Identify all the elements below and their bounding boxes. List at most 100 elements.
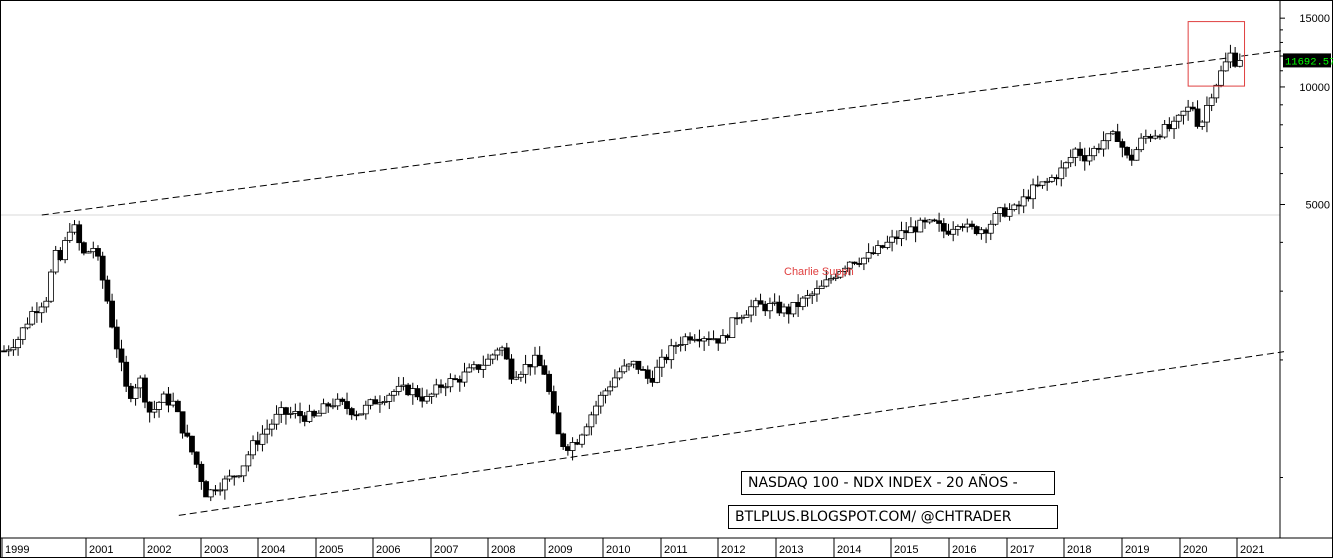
candle-up (1208, 97, 1215, 106)
candle-down (649, 377, 656, 383)
x-tick-label: 2018 (1067, 544, 1091, 556)
candle-up (292, 410, 299, 414)
candle-down (1166, 124, 1173, 130)
candle-up (743, 314, 750, 318)
candle-up (828, 278, 834, 281)
candle-up (424, 396, 430, 402)
candle-up (137, 377, 144, 389)
candle-up (832, 276, 839, 279)
candle-up (151, 409, 158, 413)
candle-up (804, 295, 811, 299)
candle-down (856, 263, 863, 265)
candle-down (325, 403, 332, 407)
candle-down (973, 226, 980, 235)
chart-title: NASDAQ 100 - NDX INDEX - 20 AÑOS - (748, 475, 1018, 491)
candle-up (52, 250, 59, 273)
candle-down (283, 407, 289, 415)
candle-down (945, 230, 952, 235)
candle-down (405, 384, 412, 396)
candle-down (146, 401, 153, 413)
x-tick-label: 2001 (89, 544, 113, 556)
candle-up (409, 388, 416, 396)
candle-up (259, 433, 266, 445)
candle-up (1236, 60, 1243, 67)
candle-up (221, 478, 228, 491)
candle-up (362, 404, 369, 415)
candle-down (663, 356, 670, 361)
candle-down (1016, 204, 1022, 207)
candle-up (616, 371, 623, 379)
candle-down (1001, 207, 1008, 217)
candle-up (1110, 131, 1116, 135)
candle-up (626, 363, 632, 367)
candle-up (66, 231, 73, 241)
candle-down (922, 219, 928, 223)
candle-up (160, 393, 167, 403)
candle-down (1232, 52, 1239, 67)
candle-down (785, 306, 792, 315)
candle-down (1053, 177, 1060, 180)
candle-up (691, 338, 698, 341)
candle-down (339, 398, 346, 402)
highlight-box (1187, 21, 1246, 87)
candle-up (1067, 156, 1074, 164)
candle-down (344, 401, 350, 409)
candle-down (503, 347, 510, 360)
candle-up (875, 245, 881, 254)
candle-up (658, 356, 665, 368)
y-tick-label: 15000 (1299, 13, 1330, 25)
candle-down (903, 230, 910, 234)
candle-up (447, 378, 454, 388)
candle-up (480, 364, 487, 370)
x-tick-label: 2013 (779, 544, 803, 556)
candle-up (532, 354, 538, 368)
candle-down (734, 317, 740, 320)
candle-down (142, 377, 148, 403)
candle-down (762, 303, 769, 312)
y-axis-ticks: 5000 10000 15000 (1280, 13, 1330, 479)
x-tick-label: 2020 (1183, 544, 1207, 556)
candle-down (104, 279, 111, 302)
candle-up (517, 373, 524, 378)
x-tick-label: 2008 (491, 544, 515, 556)
candle-down (546, 373, 552, 392)
candle-up (908, 226, 914, 234)
candle-up (494, 349, 501, 356)
x-tick-label: 2009 (548, 544, 572, 556)
candle-down (198, 463, 205, 482)
candle-down (438, 384, 444, 388)
candle-up (602, 390, 609, 396)
candle-up (522, 364, 529, 375)
candle-up (799, 297, 806, 308)
candle-up (400, 384, 407, 387)
candle-down (179, 411, 186, 434)
chart-subtitle-box: BTLPLUS.BLOGSPOT.COM/ @CHTRADER (728, 505, 1058, 529)
candle-up (1199, 121, 1206, 127)
candle-up (90, 248, 97, 253)
candle-up (748, 306, 755, 316)
candle-up (771, 301, 778, 304)
candle-up (62, 240, 68, 261)
candle-up (240, 465, 247, 477)
candle-up (1152, 135, 1159, 139)
candle-up (485, 358, 491, 366)
candle-up (5, 349, 12, 352)
candle-down (1, 350, 7, 353)
candle-up (978, 229, 985, 235)
candle-down (795, 301, 802, 308)
candle-down (635, 360, 642, 370)
candle-up (1218, 70, 1224, 86)
candle-up (964, 223, 971, 228)
candle-down (127, 385, 134, 399)
candle-up (395, 385, 402, 392)
candle-up (287, 412, 294, 415)
x-tick-label: 2010 (606, 544, 630, 556)
candle-down (189, 435, 195, 453)
candle-down (940, 223, 947, 232)
candle-down (456, 378, 463, 383)
candle-up (1138, 137, 1145, 151)
candle-down (715, 338, 722, 344)
candle-up (767, 303, 773, 312)
candle-up (1171, 120, 1177, 130)
candle-up (865, 252, 872, 259)
